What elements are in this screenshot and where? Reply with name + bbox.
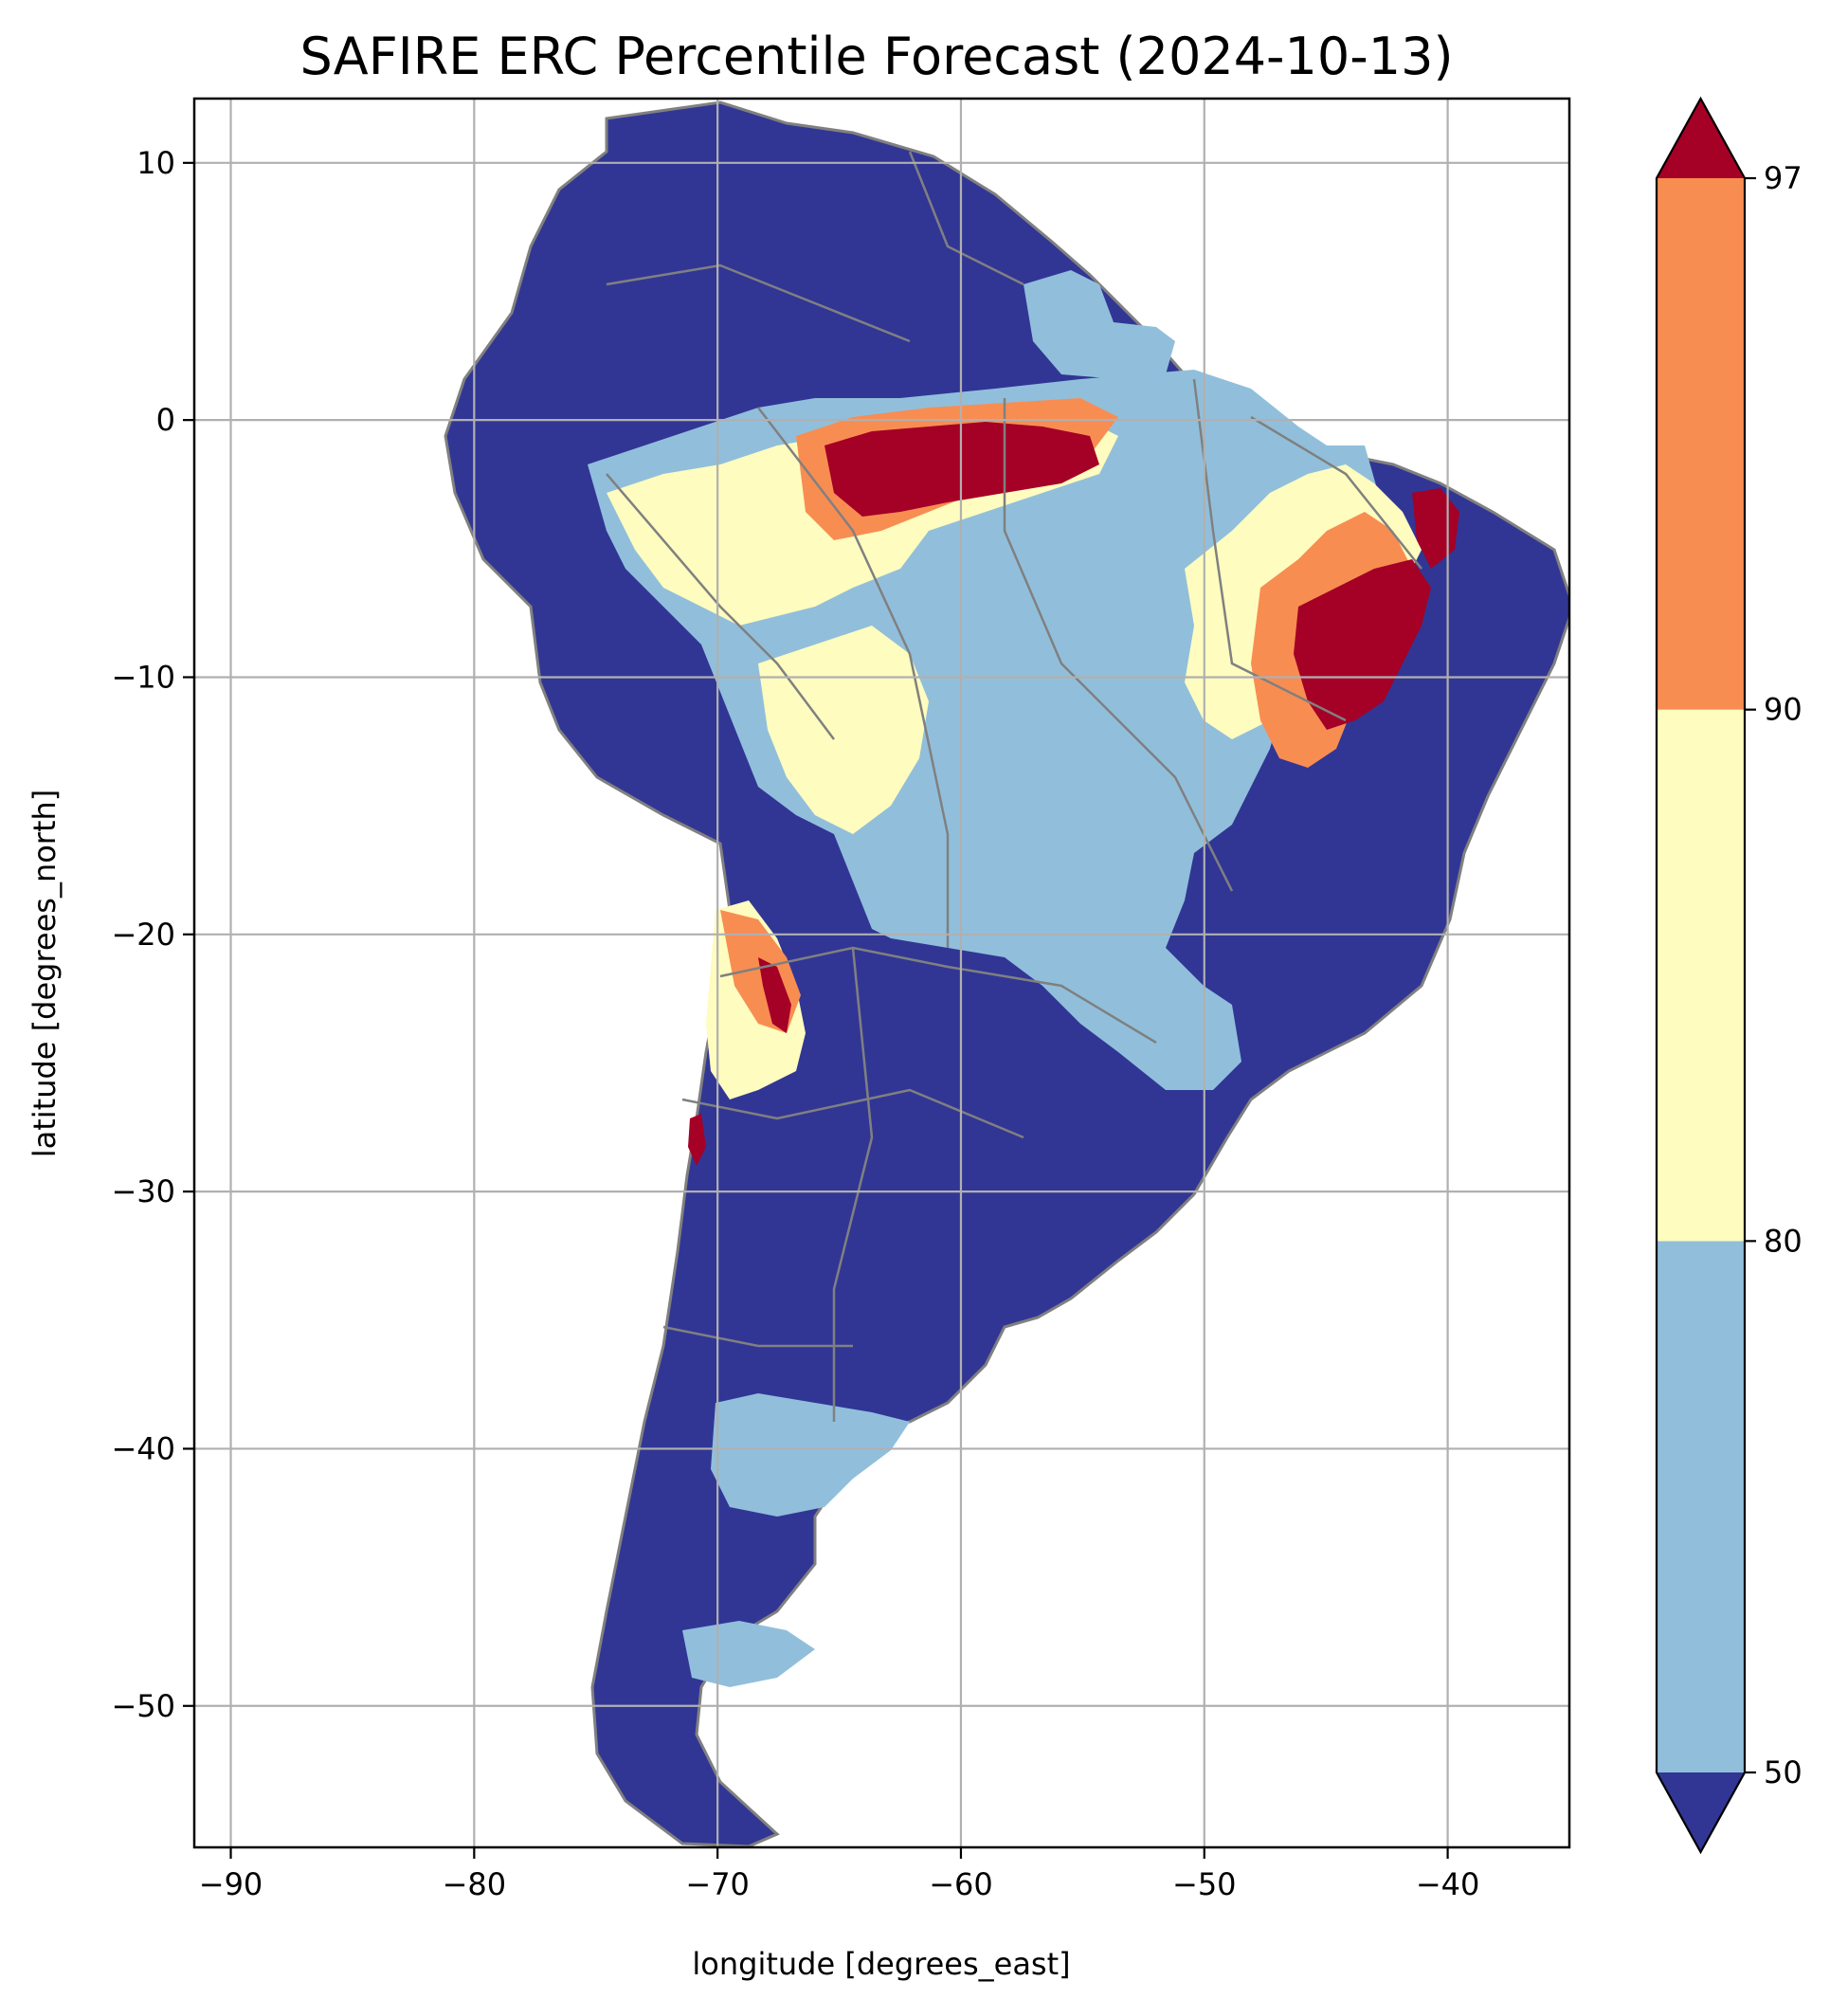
colorbar: 50 80 90 97 — [1655, 96, 1803, 1855]
x-tick-label: −60 — [929, 1866, 993, 1902]
colorbar-extend-min — [1657, 1772, 1745, 1852]
x-axis-label: longitude [degrees_east] — [692, 1946, 1070, 1982]
colorbar-tick-label: 50 — [1764, 1754, 1803, 1790]
y-axis-ticks: 10 0 −10 −20 −30 −40 −50 — [111, 145, 194, 1724]
x-axis-ticks: −90 −80 −70 −60 −50 −40 — [199, 1847, 1480, 1902]
colorbar-segment — [1657, 1241, 1745, 1772]
colorbar-tick-label: 90 — [1764, 692, 1803, 728]
x-tick-label: −40 — [1416, 1866, 1480, 1902]
x-tick-label: −90 — [199, 1866, 263, 1902]
y-tick-label: −50 — [111, 1688, 175, 1724]
region-above-97-andes — [758, 957, 791, 1033]
y-tick-label: −30 — [111, 1173, 175, 1209]
y-tick-label: −20 — [111, 917, 175, 953]
region-50-80-south — [682, 1621, 815, 1687]
y-axis-label: latitude [degrees_north] — [27, 790, 63, 1158]
grid-lines — [194, 99, 1569, 1847]
colorbar-extend-max — [1657, 99, 1745, 178]
y-tick-label: 0 — [156, 402, 175, 438]
region-above-97-northeast — [1294, 559, 1431, 730]
region-above-97-chile — [688, 1114, 706, 1166]
y-tick-label: −10 — [111, 659, 175, 695]
y-tick-label: −40 — [111, 1430, 175, 1466]
colorbar-tick-label: 80 — [1764, 1223, 1803, 1259]
plot-frame — [192, 97, 1571, 1849]
x-tick-label: −50 — [1172, 1866, 1237, 1902]
region-50-80-guiana — [1024, 270, 1175, 379]
x-tick-label: −80 — [443, 1866, 507, 1902]
region-50-80-patagonia — [711, 1393, 910, 1517]
colorbar-segment — [1657, 709, 1745, 1242]
x-tick-label: −70 — [685, 1866, 750, 1902]
colorbar-segment — [1657, 178, 1745, 710]
y-tick-label: 10 — [136, 145, 175, 181]
chart-title: SAFIRE ERC Percentile Forecast (2024-10-… — [299, 27, 1453, 86]
colorbar-tick-label: 97 — [1764, 160, 1803, 196]
